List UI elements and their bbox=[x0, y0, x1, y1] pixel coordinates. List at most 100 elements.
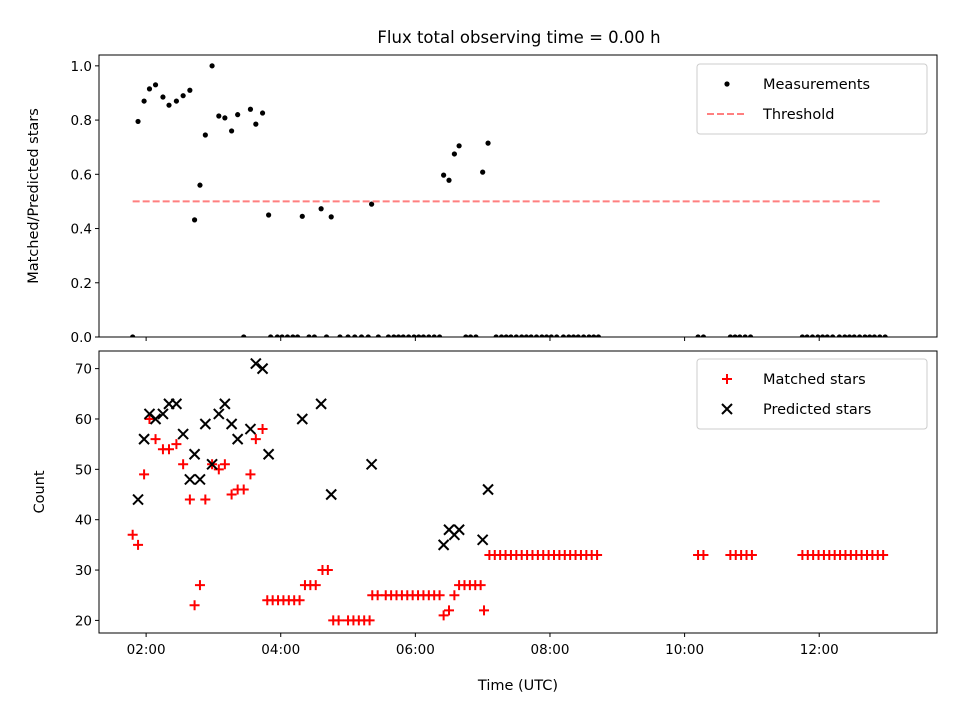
matched-star-point bbox=[226, 489, 237, 500]
measurement-point bbox=[539, 334, 545, 337]
legend-label: Matched stars bbox=[763, 372, 866, 388]
legend-label: Threshold bbox=[762, 107, 834, 123]
panel-1-data bbox=[130, 63, 888, 337]
legend-marker bbox=[721, 403, 733, 415]
predicted-star-point bbox=[325, 488, 337, 501]
predicted-star-point bbox=[206, 458, 218, 471]
measurement-point bbox=[345, 334, 351, 337]
measurement-point bbox=[560, 334, 567, 337]
matched-star-point bbox=[746, 549, 757, 560]
measurement-point bbox=[581, 334, 587, 337]
y-tick-label: 50 bbox=[75, 462, 92, 478]
measurement-point bbox=[804, 334, 810, 337]
matched-star-point bbox=[219, 459, 230, 470]
measurement-point bbox=[727, 334, 733, 337]
matched-star-point bbox=[189, 600, 200, 611]
measurement-point bbox=[463, 334, 469, 337]
predicted-star-point bbox=[365, 458, 378, 471]
measurement-point bbox=[747, 334, 754, 337]
measurement-point bbox=[306, 334, 312, 337]
matched-star-point bbox=[127, 529, 138, 540]
y-tick-label: 0.8 bbox=[71, 113, 92, 129]
predicted-star-point bbox=[219, 398, 231, 410]
measurement-point bbox=[247, 106, 254, 112]
measurement-point bbox=[700, 334, 707, 337]
measurement-point bbox=[202, 132, 208, 138]
measurement-point bbox=[851, 334, 857, 337]
matched-star-point bbox=[878, 549, 889, 560]
measurement-point bbox=[209, 63, 215, 69]
matched-star-point bbox=[475, 580, 486, 591]
panel-2: 20 30 40 50 60 70 02:00 04:00 06:00 08:00 10:00 12:… bbox=[32, 350, 938, 694]
measurement-point bbox=[259, 110, 266, 116]
y-tick-label: 0.2 bbox=[71, 276, 92, 292]
measurement-point bbox=[836, 334, 843, 337]
measurement-point bbox=[375, 334, 381, 337]
legend-label: Predicted stars bbox=[763, 402, 871, 418]
matched-star-point bbox=[144, 413, 155, 424]
matched-star-point bbox=[322, 565, 333, 576]
measurement-point bbox=[284, 334, 291, 337]
measurement-point bbox=[253, 121, 259, 127]
legend-label: Measurements bbox=[763, 77, 870, 93]
y-tick-label: 30 bbox=[75, 563, 92, 579]
measurement-point bbox=[548, 334, 554, 337]
panel-2-frame bbox=[98, 350, 938, 634]
matched-star-point bbox=[592, 549, 603, 560]
matched-star-point bbox=[434, 590, 445, 601]
matched-star-point bbox=[139, 469, 150, 480]
predicted-star-point bbox=[138, 433, 150, 445]
matched-star-point bbox=[178, 459, 189, 470]
measurement-point bbox=[799, 334, 805, 337]
measurement-point bbox=[519, 334, 525, 337]
measurement-point bbox=[420, 334, 427, 337]
matched-star-point bbox=[164, 444, 175, 455]
measurement-point bbox=[528, 334, 534, 337]
matched-star-point bbox=[171, 439, 182, 450]
measurement-point bbox=[441, 172, 447, 178]
y-tick-label: 60 bbox=[75, 412, 92, 428]
y-tick-label: 70 bbox=[75, 362, 92, 378]
measurement-point bbox=[279, 334, 285, 337]
measurement-point bbox=[222, 115, 228, 121]
measurement-point bbox=[241, 334, 247, 337]
measurement-point bbox=[742, 334, 748, 337]
x-tick-label: 04:00 bbox=[261, 642, 300, 658]
predicted-star-point bbox=[157, 408, 169, 420]
matched-star-point bbox=[150, 434, 161, 445]
predicted-star-point bbox=[231, 433, 244, 445]
predicted-star-point bbox=[170, 398, 183, 410]
measurement-point bbox=[274, 334, 280, 337]
predicted-star-point bbox=[244, 423, 257, 435]
matched-star-point bbox=[438, 610, 449, 621]
measurement-point bbox=[867, 334, 873, 337]
measurement-point bbox=[187, 87, 193, 93]
measurement-point bbox=[871, 334, 878, 337]
measurement-point bbox=[130, 334, 136, 337]
measurement-point bbox=[503, 334, 509, 337]
predicted-star-point bbox=[188, 448, 201, 460]
measurement-point bbox=[586, 334, 592, 337]
measurement-point bbox=[216, 113, 222, 119]
matched-star-point bbox=[698, 549, 709, 560]
measurement-point bbox=[824, 334, 830, 337]
y-tick-label: 40 bbox=[75, 513, 92, 529]
x-axis-label: Time (UTC) bbox=[477, 678, 558, 694]
measurement-point bbox=[467, 334, 474, 337]
measurement-point bbox=[498, 334, 505, 337]
predicted-star-point bbox=[315, 398, 327, 410]
measurement-point bbox=[523, 334, 530, 337]
measurement-point bbox=[416, 334, 422, 337]
measurement-point bbox=[337, 334, 343, 337]
measurement-point bbox=[146, 86, 153, 92]
predicted-star-point bbox=[256, 362, 269, 375]
measurement-point bbox=[395, 334, 402, 337]
matched-star-point bbox=[444, 605, 455, 616]
matched-star-point bbox=[213, 464, 224, 475]
measurement-point bbox=[318, 206, 324, 212]
predicted-star-point bbox=[225, 418, 238, 430]
measurement-point bbox=[566, 334, 572, 337]
measurement-point bbox=[595, 334, 602, 337]
measurement-point bbox=[135, 118, 141, 125]
chart-title: Flux total observing time = 0.00 h bbox=[377, 28, 660, 47]
